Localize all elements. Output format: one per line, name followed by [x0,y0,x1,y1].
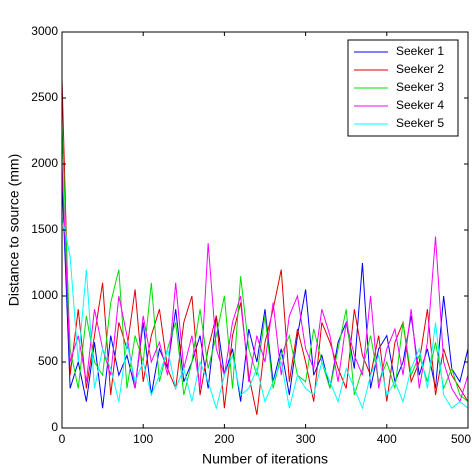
x-tick-label: 100 [133,432,153,446]
y-tick-label: 2500 [31,90,58,104]
y-tick-label: 2000 [31,156,58,170]
x-tick-label: 0 [59,432,66,446]
y-tick-label: 1000 [31,288,58,302]
legend-label: Seeker 3 [396,80,444,94]
legend-box [347,39,459,137]
y-axis-label: Distance to source (mm) [6,154,22,306]
x-axis-label: Number of iterations [202,451,328,467]
series-line [61,124,469,402]
x-tick-label: 500 [451,432,471,446]
series-line [61,216,469,411]
legend-label: Seeker 1 [396,44,444,58]
series-line [61,78,469,415]
x-tick-label: 200 [214,432,234,446]
y-tick-label: 1500 [31,222,58,236]
x-tick-label: 300 [296,432,316,446]
x-tick-label: 400 [377,432,397,446]
series-line [61,177,469,409]
legend-label: Seeker 5 [396,116,444,130]
y-tick-label: 3000 [31,24,58,38]
legend-label: Seeker 2 [396,62,444,76]
legend-label: Seeker 4 [396,98,444,112]
y-tick-label: 0 [51,420,58,434]
y-tick-label: 500 [38,354,58,368]
